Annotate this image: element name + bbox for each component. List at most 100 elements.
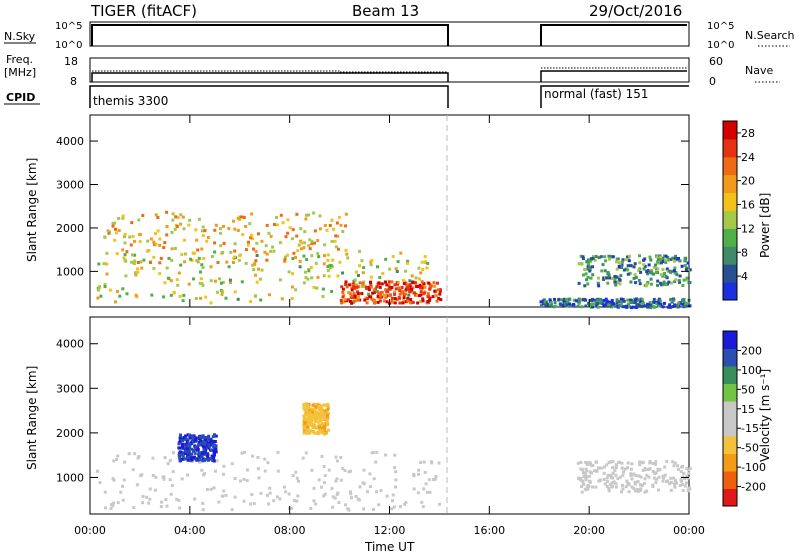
power-cell bbox=[255, 280, 259, 284]
velocity-cell bbox=[607, 486, 611, 490]
power-cell bbox=[240, 215, 244, 219]
velocity-cell bbox=[308, 418, 312, 422]
power-cell bbox=[664, 274, 668, 278]
velocity-cell bbox=[622, 470, 625, 474]
power-cell bbox=[682, 278, 686, 282]
velocity-cell bbox=[222, 489, 226, 493]
power-cell bbox=[173, 227, 177, 231]
velocity-cell bbox=[322, 432, 326, 436]
power-cell bbox=[402, 278, 405, 282]
freq-left-tick-top: 18 bbox=[64, 55, 78, 68]
velocity-cell bbox=[169, 492, 173, 496]
velocity-cell bbox=[194, 436, 198, 440]
power-cell bbox=[133, 271, 137, 275]
velocity-cell bbox=[583, 473, 587, 477]
velocity-cell bbox=[314, 418, 318, 422]
velocity-cell bbox=[310, 468, 314, 472]
power-cell bbox=[673, 266, 677, 270]
velocity-cell bbox=[326, 423, 330, 426]
power-cell bbox=[332, 227, 335, 231]
power-cell bbox=[96, 288, 100, 292]
velocity-cell bbox=[206, 457, 210, 461]
velocity-cell bbox=[308, 414, 312, 418]
velocity-cell bbox=[358, 485, 362, 489]
velocity-cell bbox=[654, 471, 658, 475]
power-cell bbox=[115, 290, 119, 293]
cpid-bracket-2 bbox=[540, 85, 689, 108]
velocity-cell bbox=[385, 494, 389, 498]
power-cell bbox=[257, 267, 260, 271]
cpid-segment-1: themis 3300 bbox=[93, 94, 168, 108]
power-cell bbox=[213, 241, 217, 245]
velocity-cell bbox=[327, 468, 331, 472]
velocity-cell bbox=[323, 474, 327, 478]
power-cell bbox=[323, 243, 327, 247]
power-cell bbox=[200, 229, 204, 233]
velocity-cell bbox=[306, 421, 310, 425]
power-cell bbox=[265, 223, 269, 227]
velocity-cell bbox=[215, 459, 219, 463]
power-cell bbox=[572, 302, 576, 306]
power-cell bbox=[169, 279, 173, 283]
power-cell bbox=[562, 300, 566, 304]
power-cell bbox=[326, 269, 330, 273]
velocity-cell bbox=[212, 459, 216, 463]
power-cell bbox=[663, 301, 666, 305]
power-cell bbox=[307, 244, 311, 248]
power-cell bbox=[595, 304, 599, 308]
power-cell bbox=[170, 230, 174, 234]
power-cell bbox=[191, 251, 195, 255]
power-cell bbox=[365, 301, 369, 305]
power-cell bbox=[425, 266, 429, 270]
power-cell bbox=[378, 296, 382, 300]
velocity-colorbar-swatch bbox=[723, 471, 737, 489]
velocity-cell bbox=[665, 459, 669, 463]
power-cell bbox=[194, 228, 198, 232]
velocity-ytick-label: 3000 bbox=[56, 382, 84, 395]
power-cell bbox=[195, 238, 199, 242]
velocity-cell bbox=[322, 411, 326, 415]
velocity-cell bbox=[162, 477, 166, 481]
power-cell bbox=[318, 227, 322, 231]
power-cell bbox=[624, 305, 628, 308]
power-cell bbox=[568, 304, 572, 308]
velocity-cell bbox=[323, 409, 327, 413]
power-cell bbox=[439, 298, 443, 302]
power-cell bbox=[638, 254, 641, 258]
power-ytick-label: 3000 bbox=[56, 179, 84, 192]
velocity-cell bbox=[187, 450, 191, 454]
power-cell bbox=[171, 212, 175, 216]
power-cell bbox=[619, 300, 623, 304]
power-cell bbox=[338, 260, 342, 264]
power-colorbar-tick-label: 8 bbox=[741, 246, 748, 259]
power-cell bbox=[326, 253, 330, 257]
velocity-cell bbox=[326, 403, 330, 407]
velocity-cell bbox=[587, 474, 591, 478]
power-ytick-label: 4000 bbox=[56, 135, 84, 148]
power-cell bbox=[342, 293, 346, 297]
velocity-cell bbox=[163, 456, 167, 460]
velocity-cell bbox=[197, 443, 201, 447]
velocity-cell bbox=[423, 471, 427, 474]
velocity-cell bbox=[643, 477, 647, 481]
power-cell bbox=[394, 267, 398, 271]
power-cell bbox=[400, 286, 404, 289]
power-cell bbox=[130, 221, 134, 225]
velocity-cell bbox=[681, 483, 685, 487]
power-cell bbox=[158, 243, 162, 247]
velocity-colorbar-tick-label: -15 bbox=[741, 422, 759, 435]
velocity-cell bbox=[639, 475, 643, 479]
power-cell bbox=[620, 266, 623, 269]
velocity-cell bbox=[320, 406, 324, 410]
velocity-cell bbox=[640, 483, 644, 487]
velocity-cell bbox=[626, 466, 629, 470]
velocity-colorbar-swatch bbox=[723, 383, 737, 402]
power-cell bbox=[565, 303, 569, 307]
power-cell bbox=[204, 295, 208, 299]
power-cell bbox=[252, 268, 256, 272]
velocity-cell bbox=[217, 500, 221, 504]
power-cell bbox=[622, 305, 626, 309]
power-cell bbox=[677, 301, 681, 305]
velocity-cell bbox=[579, 467, 583, 471]
power-cell bbox=[640, 298, 644, 302]
